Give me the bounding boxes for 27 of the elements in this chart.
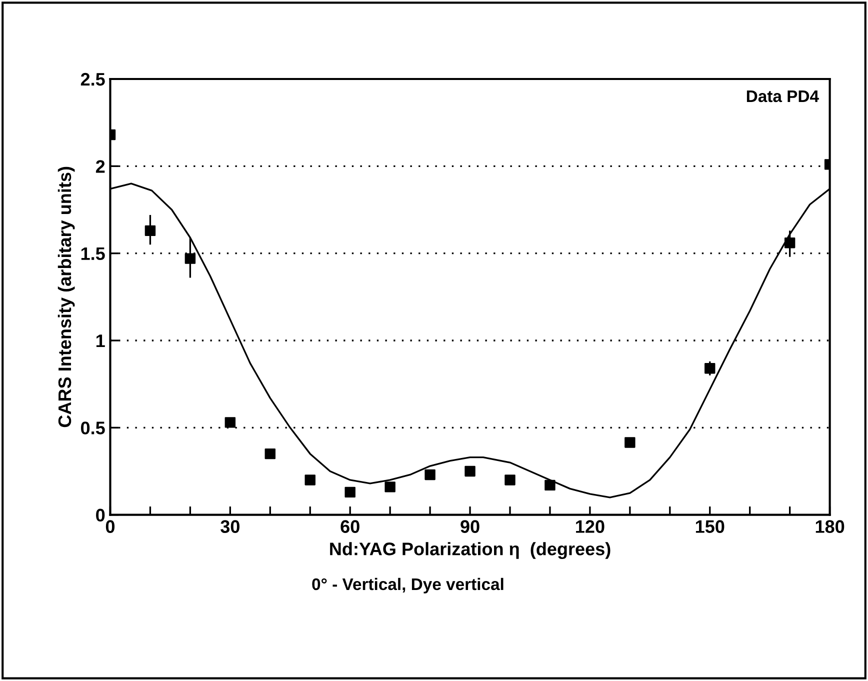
point xyxy=(264,448,276,460)
point xyxy=(304,474,316,486)
x-tick-label: 30 xyxy=(220,520,240,533)
point xyxy=(384,482,396,492)
text: 0° - Vertical, Dye vertical xyxy=(312,578,504,594)
annotation: Data PD4 xyxy=(746,90,819,102)
point xyxy=(344,486,356,498)
point xyxy=(504,474,516,486)
y-tick-label: 2.5 xyxy=(80,72,105,86)
x-tick-label: 60 xyxy=(340,520,360,533)
x-tick-label: 180 xyxy=(816,520,844,533)
x-tick-label: 150 xyxy=(696,520,724,533)
x-axis-title: Nd:YAG Polarization η (degrees) xyxy=(330,542,610,559)
point xyxy=(464,466,476,477)
point xyxy=(224,417,236,428)
x-tick-label: 0 xyxy=(106,520,115,533)
y-tick-label: 1 xyxy=(96,334,105,348)
point xyxy=(544,480,556,491)
y-axis-title: CARS Intensity (arbitary units) xyxy=(58,166,75,428)
point xyxy=(624,437,636,448)
y-tick-label: 1.5 xyxy=(81,247,105,260)
point xyxy=(424,469,436,480)
y-tick-label: 0.5 xyxy=(80,422,105,434)
y-tick-label: 2 xyxy=(96,160,105,173)
x-tick-label: 90 xyxy=(460,520,480,533)
x-tick-label: 120 xyxy=(576,520,604,533)
y-tick-label: 0 xyxy=(96,508,105,522)
